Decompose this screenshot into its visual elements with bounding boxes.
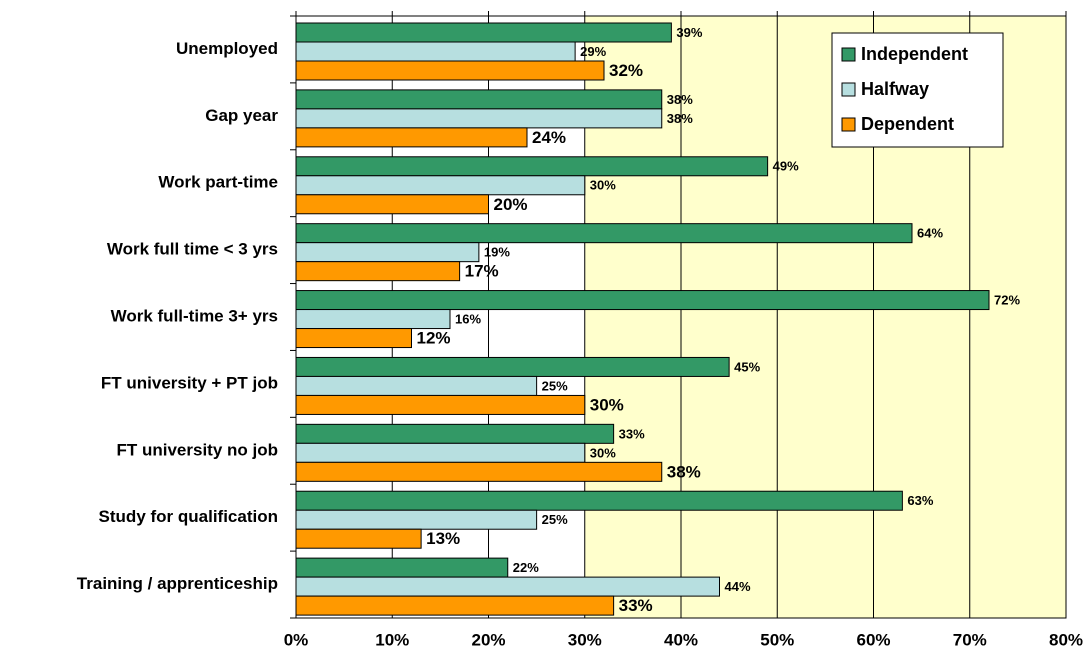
- legend-label: Dependent: [861, 114, 954, 134]
- x-tick-label: 80%: [1049, 630, 1083, 649]
- bar: [295, 22, 672, 43]
- data-label: 45%: [734, 359, 760, 374]
- bar: [295, 60, 605, 81]
- data-label: 25%: [542, 378, 568, 393]
- data-label: 16%: [455, 311, 481, 326]
- x-tick-label: 40%: [664, 630, 698, 649]
- bar: [295, 557, 509, 578]
- legend-box: [831, 32, 1004, 148]
- bar: [295, 490, 903, 511]
- x-tick-label: 60%: [856, 630, 890, 649]
- bar: [295, 442, 586, 463]
- data-label: 20%: [494, 195, 528, 214]
- bar: [295, 394, 586, 415]
- x-tick-label: 50%: [760, 630, 794, 649]
- bar: [295, 242, 480, 263]
- data-label: 38%: [667, 111, 693, 126]
- bar: [295, 290, 990, 311]
- data-label: 29%: [580, 44, 606, 59]
- bar: [295, 356, 730, 377]
- data-label: 30%: [590, 445, 616, 460]
- y-tick-label: Gap year: [205, 106, 278, 125]
- y-tick-label: Work full time < 3 yrs: [107, 240, 278, 259]
- bar: [295, 309, 451, 330]
- bar: [295, 156, 769, 177]
- data-label: 30%: [590, 395, 624, 414]
- data-label: 19%: [484, 245, 510, 260]
- data-label: 38%: [667, 462, 701, 481]
- x-tick-label: 30%: [568, 630, 602, 649]
- data-label: 39%: [676, 25, 702, 40]
- data-label: 24%: [532, 128, 566, 147]
- bar: [295, 375, 538, 396]
- bar: [295, 89, 663, 110]
- data-label: 12%: [417, 329, 451, 348]
- data-label: 72%: [994, 292, 1020, 307]
- y-tick-label: Work part-time: [158, 173, 278, 192]
- bar: [295, 595, 615, 616]
- bar: [295, 461, 663, 482]
- data-label: 44%: [725, 579, 751, 594]
- x-tick-label: 0%: [284, 630, 309, 649]
- bar: [295, 175, 586, 196]
- bar: [295, 576, 720, 597]
- bar: [295, 108, 663, 129]
- y-tick-label: Training / apprenticeship: [77, 574, 278, 593]
- bar: [295, 194, 489, 215]
- data-label: 30%: [590, 178, 616, 193]
- data-label: 17%: [465, 262, 499, 281]
- data-label: 32%: [609, 61, 643, 80]
- y-tick-label: FT university no job: [116, 440, 278, 459]
- bar: [295, 223, 913, 244]
- legend-swatch: [841, 117, 856, 132]
- y-tick-label: Unemployed: [176, 39, 278, 58]
- x-tick-label: 20%: [471, 630, 505, 649]
- y-tick-label: Work full-time 3+ yrs: [111, 306, 278, 325]
- bar: [295, 127, 528, 148]
- data-label: 25%: [542, 512, 568, 527]
- bar: [295, 261, 461, 282]
- legend-swatch: [841, 82, 856, 97]
- data-label: 33%: [619, 426, 645, 441]
- bar: [295, 509, 538, 530]
- bar: [295, 41, 576, 62]
- y-tick-label: FT university + PT job: [101, 373, 278, 392]
- data-label: 13%: [426, 529, 460, 548]
- data-label: 38%: [667, 92, 693, 107]
- data-label: 49%: [773, 159, 799, 174]
- y-tick-label: Study for qualification: [99, 507, 278, 526]
- data-label: 63%: [907, 493, 933, 508]
- bar: [295, 423, 615, 444]
- legend-label: Halfway: [861, 79, 929, 99]
- data-label: 33%: [619, 596, 653, 615]
- data-label: 64%: [917, 226, 943, 241]
- x-tick-label: 70%: [953, 630, 987, 649]
- bar: [295, 328, 412, 349]
- legend-label: Independent: [861, 44, 968, 64]
- legend-swatch: [841, 47, 856, 62]
- x-tick-label: 10%: [375, 630, 409, 649]
- data-label: 22%: [513, 560, 539, 575]
- bar: [295, 528, 422, 549]
